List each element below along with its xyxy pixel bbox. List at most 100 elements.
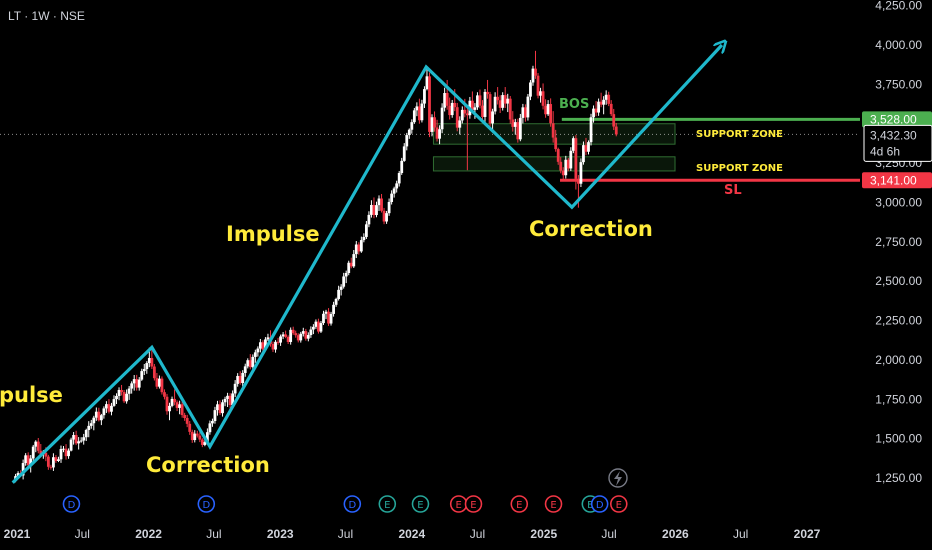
candle — [77, 437, 81, 450]
lightning-icon[interactable] — [608, 468, 628, 488]
label-sl: SL — [724, 183, 742, 198]
candle — [145, 361, 149, 374]
candle — [352, 250, 356, 268]
candle — [415, 102, 419, 117]
candle — [110, 402, 113, 416]
earnings-icon[interactable]: E — [378, 495, 397, 513]
candle — [445, 79, 449, 110]
earnings-icon[interactable]: E — [544, 495, 563, 513]
candle — [387, 198, 391, 216]
candle — [486, 79, 489, 99]
dividend-icon[interactable]: D — [62, 495, 81, 513]
svg-text:D: D — [348, 500, 356, 511]
candle — [256, 346, 260, 357]
y-tick-label: 3,750.00 — [875, 77, 922, 91]
svg-text:4d 6h: 4d 6h — [870, 144, 900, 158]
svg-text:D: D — [202, 500, 210, 511]
svg-text:D: D — [596, 500, 604, 511]
candle — [334, 297, 338, 307]
x-tick-label: Jul — [206, 527, 221, 541]
candle — [516, 118, 520, 143]
candle — [92, 415, 96, 431]
candle — [327, 308, 330, 326]
candle — [248, 354, 252, 370]
candle — [357, 242, 361, 255]
dividend-icon[interactable]: D — [343, 495, 362, 513]
earnings-icon[interactable]: E — [411, 495, 430, 513]
candle — [412, 107, 416, 124]
x-tick-label: 2022 — [135, 527, 162, 541]
candle — [405, 132, 409, 151]
candle — [322, 310, 325, 325]
svg-text:3,528.00: 3,528.00 — [870, 112, 917, 126]
candle — [599, 92, 603, 108]
candle — [539, 87, 542, 103]
y-tick-label: 1,250.00 — [875, 471, 922, 485]
label-support-zone-1: SUPPORT ZONE — [696, 129, 783, 140]
candle — [306, 332, 310, 342]
candle — [448, 97, 452, 120]
candle — [314, 319, 318, 329]
candle — [271, 341, 275, 353]
candle — [382, 207, 386, 225]
candle — [506, 93, 510, 113]
candle — [438, 125, 441, 145]
candle — [79, 437, 83, 443]
y-tick-label: 2,500.00 — [875, 274, 922, 288]
dividend-icon[interactable]: D — [197, 495, 216, 513]
candle — [208, 420, 212, 435]
y-tick-label: 3,000.00 — [875, 195, 922, 209]
candle — [460, 106, 464, 124]
wave-layer — [11, 45, 722, 484]
candle — [569, 147, 573, 171]
candle — [122, 389, 126, 404]
candle — [274, 340, 277, 353]
candle — [238, 371, 242, 385]
candle — [571, 136, 575, 154]
candle — [120, 384, 123, 396]
wave-path — [11, 45, 722, 484]
candle — [57, 456, 60, 463]
candle — [195, 430, 199, 438]
candle — [319, 321, 323, 333]
candle — [107, 399, 111, 414]
y-tick-label: 4,000.00 — [875, 38, 922, 52]
earnings-icon[interactable]: E — [609, 495, 628, 513]
candle — [87, 421, 91, 438]
candle — [21, 459, 25, 480]
candle — [117, 387, 121, 401]
x-tick-label: 2023 — [267, 527, 294, 541]
dividend-icon[interactable]: D — [590, 495, 609, 513]
y-tick-label: 2,750.00 — [875, 235, 922, 249]
candle — [112, 395, 116, 407]
annotation-layer: pulse Impulse Correction Correction BOS SUPPO… — [0, 97, 783, 477]
svg-text:3,141.00: 3,141.00 — [870, 173, 917, 187]
candle — [377, 195, 381, 211]
candle — [380, 193, 383, 213]
candle — [407, 128, 411, 139]
candle — [258, 338, 262, 353]
candle — [556, 147, 560, 165]
candle — [160, 376, 164, 395]
candle — [496, 87, 500, 105]
candle — [493, 92, 497, 115]
candle — [594, 101, 598, 117]
earnings-icon[interactable]: E — [449, 495, 468, 513]
earnings-icon[interactable]: E — [510, 495, 529, 513]
candle — [82, 433, 86, 445]
candle — [465, 106, 469, 171]
earnings-icon[interactable]: E — [464, 495, 483, 513]
y-axis: 1,250.00 1,500.00 1,750.00 2,000.00 2,250.00… — [875, 0, 922, 485]
price-tag-sl-level: 3,141.00 — [862, 172, 932, 189]
svg-text:3,432.30: 3,432.30 — [870, 128, 917, 142]
candle — [339, 284, 343, 296]
candle — [440, 103, 444, 134]
candle — [364, 221, 368, 239]
candle — [518, 113, 522, 142]
candle — [423, 86, 426, 108]
price-tag-current-price: 3,432.30 4d 6h — [863, 124, 932, 162]
candle — [291, 326, 295, 335]
x-tick-label: 2021 — [4, 527, 31, 541]
